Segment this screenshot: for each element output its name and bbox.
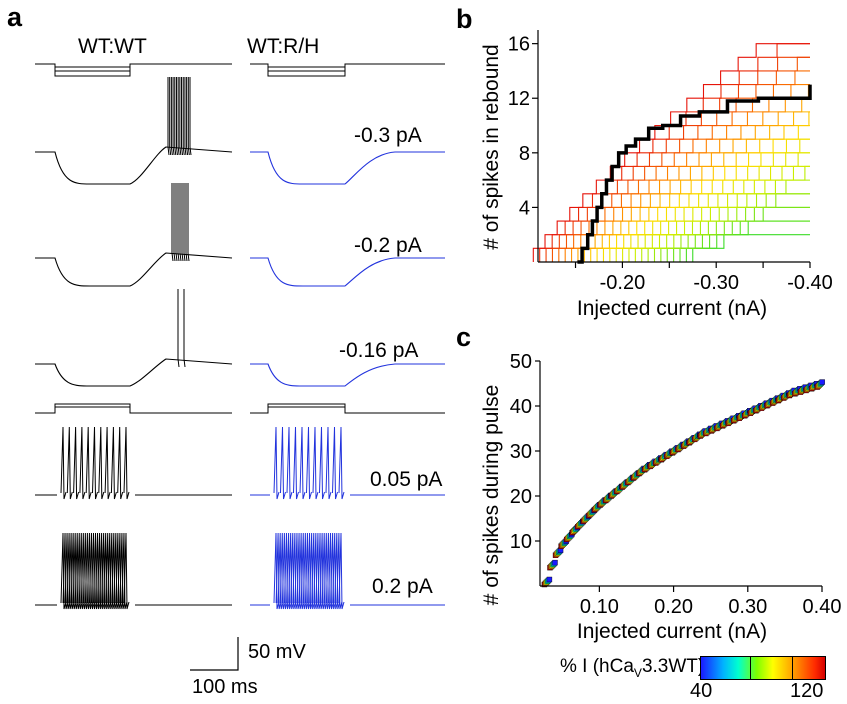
- chart-c-xtick-label-2: 0.30: [728, 596, 767, 618]
- colorbar-min-label: 40: [690, 680, 712, 703]
- pulse-point-0-5: [547, 577, 552, 582]
- colorbar-max-label: 120: [790, 680, 823, 703]
- pulse-point-49-5: [820, 380, 825, 385]
- chart-c-ytick-label-3: 40: [510, 396, 532, 418]
- colorbar-label: % I (hCaV3.3WT): [560, 656, 704, 680]
- pulse-point-1-5: [552, 560, 557, 565]
- chart-c-ytick-label-4: 50: [510, 351, 532, 373]
- colorbar-tick-1: [750, 657, 751, 679]
- colorbar-tick-2: [792, 657, 793, 679]
- chart-c-ytick-label-0: 10: [510, 531, 532, 553]
- chart-c-xtick-label-0: 0.10: [580, 596, 619, 618]
- chart-c-ytick-label-1: 20: [510, 486, 532, 508]
- chart-c-ylabel: # of spikes during pulse: [480, 385, 503, 606]
- chart-c-ytick-label-2: 30: [510, 441, 532, 463]
- chart-c-xtick-label-3: 0.40: [803, 596, 842, 618]
- chart-c-xtick-label-1: 0.20: [654, 596, 693, 618]
- colorbar: [700, 656, 826, 680]
- chart-c-xlabel: Injected current (nA): [577, 620, 767, 643]
